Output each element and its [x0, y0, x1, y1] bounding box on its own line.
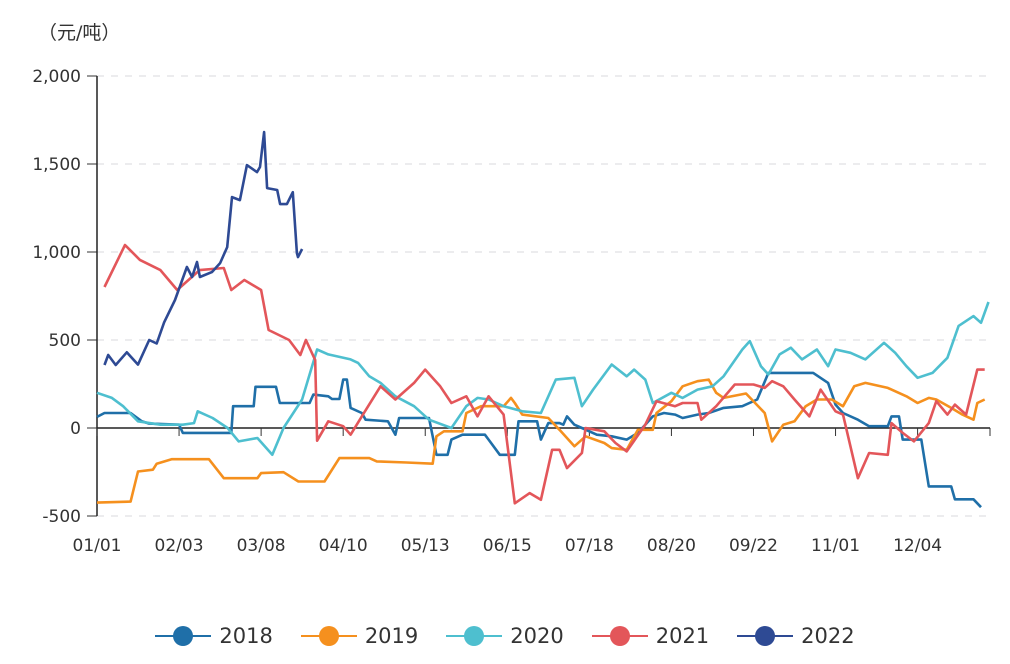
unit-label: （元/吨）	[38, 22, 121, 44]
legend-marker-icon	[300, 626, 357, 646]
legend: 2018 2019 2020 2021 2022	[0, 624, 1010, 648]
legend-marker-icon	[737, 626, 794, 646]
legend-marker-icon	[446, 626, 503, 646]
series-line-2022	[103, 130, 304, 367]
series-line-2018	[96, 371, 982, 509]
legend-item-2020[interactable]: 2020	[446, 624, 564, 648]
x-tick-label: 09/22	[729, 536, 778, 556]
x-tick-label: 03/08	[237, 536, 286, 556]
x-tick-label: 11/01	[811, 536, 860, 556]
legend-marker-icon	[591, 626, 648, 646]
y-tick-label: 0	[70, 419, 81, 439]
legend-marker-icon	[155, 626, 212, 646]
x-tick-label: 06/15	[483, 536, 532, 556]
x-tick-label: 02/03	[155, 536, 204, 556]
y-tick-label: 2,000	[32, 67, 81, 87]
x-tick-label: 01/01	[73, 536, 122, 556]
y-tick-label: 1,000	[32, 243, 81, 263]
legend-item-2018[interactable]: 2018	[155, 624, 273, 648]
series-line-2019	[96, 378, 986, 504]
line-chart: 2,000 1,500 1,000 500 0 -500 01/01 02/03 03/08 04…	[32, 67, 991, 556]
y-tick-label: 1,500	[32, 155, 81, 175]
y-tick-label: 500	[49, 331, 81, 351]
x-tick-label: 04/10	[319, 536, 368, 556]
legend-item-2021[interactable]: 2021	[591, 624, 710, 648]
legend-item-2019[interactable]: 2019	[300, 624, 419, 648]
series-line-2021	[103, 243, 985, 505]
x-tick-label: 08/20	[647, 536, 696, 556]
x-tick-label: 07/18	[565, 536, 614, 556]
legend-item-2022[interactable]: 2022	[737, 624, 855, 648]
y-tick-label: -500	[42, 507, 81, 527]
x-tick-label: 05/13	[401, 536, 450, 556]
x-tick-label: 12/04	[893, 536, 942, 556]
legend-label: 2019	[364, 624, 419, 648]
legend-label: 2021	[655, 624, 710, 648]
series-line-2020	[96, 301, 990, 457]
legend-label: 2018	[219, 624, 273, 648]
legend-label: 2020	[510, 624, 564, 648]
legend-label: 2022	[801, 624, 855, 648]
